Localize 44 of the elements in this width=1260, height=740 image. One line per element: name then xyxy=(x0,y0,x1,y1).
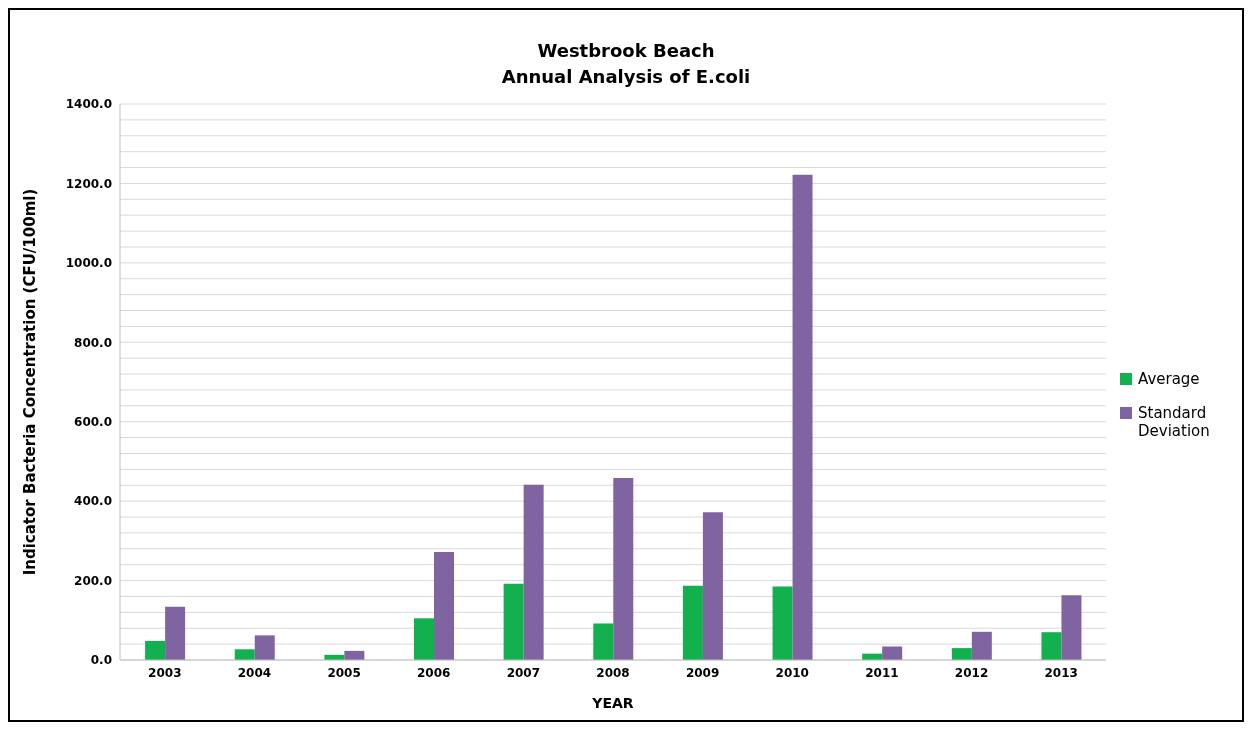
bar xyxy=(254,635,275,660)
bar xyxy=(882,646,903,660)
bar xyxy=(1041,632,1062,660)
chart-subtitle: Annual Analysis of E.coli xyxy=(500,65,752,89)
legend-label: Standard Deviation xyxy=(1138,404,1211,440)
bar xyxy=(145,640,166,660)
y-tick-label: 400.0 xyxy=(74,494,112,509)
y-tick-label: 200.0 xyxy=(74,573,112,588)
bar xyxy=(434,551,455,660)
legend-label: Average xyxy=(1138,370,1200,388)
y-tick-label: 1000.0 xyxy=(65,256,112,271)
x-tick-label: 2011 xyxy=(865,665,899,680)
bar xyxy=(165,606,186,660)
y-tick-label: 1200.0 xyxy=(65,176,112,191)
y-axis-title: Indicator Bacteria Concentration (CFU/100ml) xyxy=(21,188,40,576)
bar xyxy=(682,585,703,660)
x-tick-label: 2008 xyxy=(596,665,630,680)
chart-title: Westbrook Beach xyxy=(536,39,716,63)
x-tick-label: 2009 xyxy=(685,665,720,680)
y-tick-label: 800.0 xyxy=(74,335,112,350)
bar xyxy=(1061,595,1082,660)
bar xyxy=(951,648,972,660)
y-tick-label: 1400.0 xyxy=(65,97,112,112)
x-tick-label: 2007 xyxy=(506,665,541,680)
bar xyxy=(593,623,614,660)
x-tick-label: 2003 xyxy=(148,665,182,680)
y-tick-label: 600.0 xyxy=(74,414,112,429)
x-tick-label: 2004 xyxy=(237,665,272,680)
bar xyxy=(971,631,992,660)
x-tick-label: 2005 xyxy=(327,665,361,680)
x-axis-title: YEAR xyxy=(591,695,634,711)
bar xyxy=(523,484,544,660)
x-tick-label: 2012 xyxy=(954,665,989,680)
bar xyxy=(792,174,813,660)
bar xyxy=(613,478,634,660)
x-tick-label: 2010 xyxy=(775,665,809,680)
bar xyxy=(414,618,435,660)
y-tick-label: 0.0 xyxy=(90,653,112,668)
bar xyxy=(234,649,255,660)
bar xyxy=(702,512,723,660)
x-tick-label: 2006 xyxy=(417,665,451,680)
bar xyxy=(503,583,524,660)
bar xyxy=(772,586,793,660)
x-tick-label: 2013 xyxy=(1044,665,1078,680)
